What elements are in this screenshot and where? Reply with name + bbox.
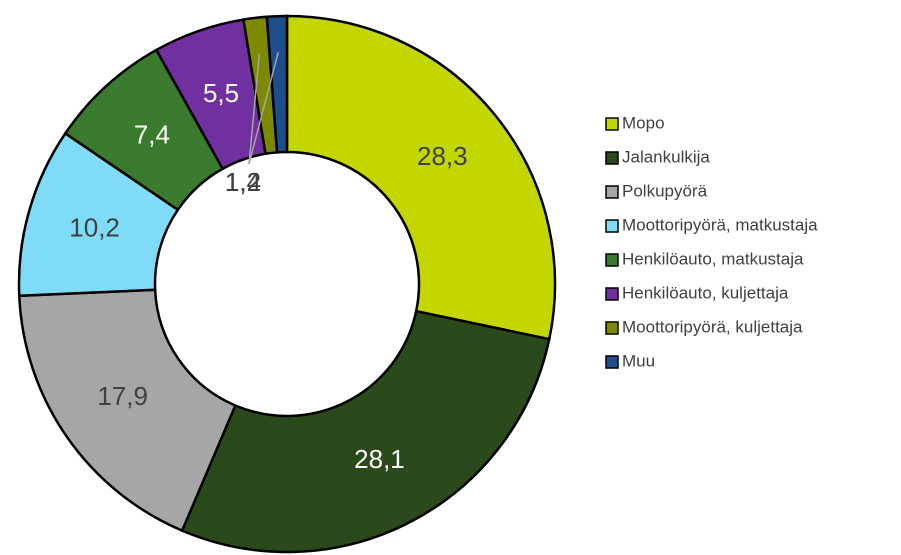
slice xyxy=(265,14,289,154)
legend-label: Muu xyxy=(622,351,655,370)
legend-swatch xyxy=(605,117,619,131)
legend-label: Jalankulkija xyxy=(622,147,710,166)
value-label: 28,3 xyxy=(417,141,468,171)
legend-swatch xyxy=(605,355,619,369)
leader-line xyxy=(248,53,261,165)
leader-line xyxy=(248,51,279,165)
slice xyxy=(17,288,237,533)
value-label: 10,2 xyxy=(69,212,120,242)
value-label: 1,2 xyxy=(225,167,261,197)
legend-swatch xyxy=(605,151,619,165)
legend-label: Polkupyörä xyxy=(622,181,708,200)
value-label: 5,5 xyxy=(203,78,239,108)
value-label: 28,1 xyxy=(354,444,405,474)
legend-label: Henkilöauto, matkustaja xyxy=(622,249,804,268)
slice xyxy=(180,309,551,554)
legend-swatch xyxy=(605,219,619,233)
legend-label: Mopo xyxy=(622,113,665,132)
legend-swatch xyxy=(605,287,619,301)
legend-label: Moottoripyörä, matkustaja xyxy=(622,215,818,234)
value-label: 1,4 xyxy=(225,167,261,197)
legend-label: Henkilöauto, kuljettaja xyxy=(622,283,789,302)
slice xyxy=(285,14,557,341)
value-label: 7,4 xyxy=(134,119,170,149)
value-label: 17,9 xyxy=(97,381,148,411)
legend-swatch xyxy=(605,253,619,267)
legend-swatch xyxy=(605,321,619,335)
legend-label: Moottoripyörä, kuljettaja xyxy=(622,317,803,336)
legend-swatch xyxy=(605,185,619,199)
